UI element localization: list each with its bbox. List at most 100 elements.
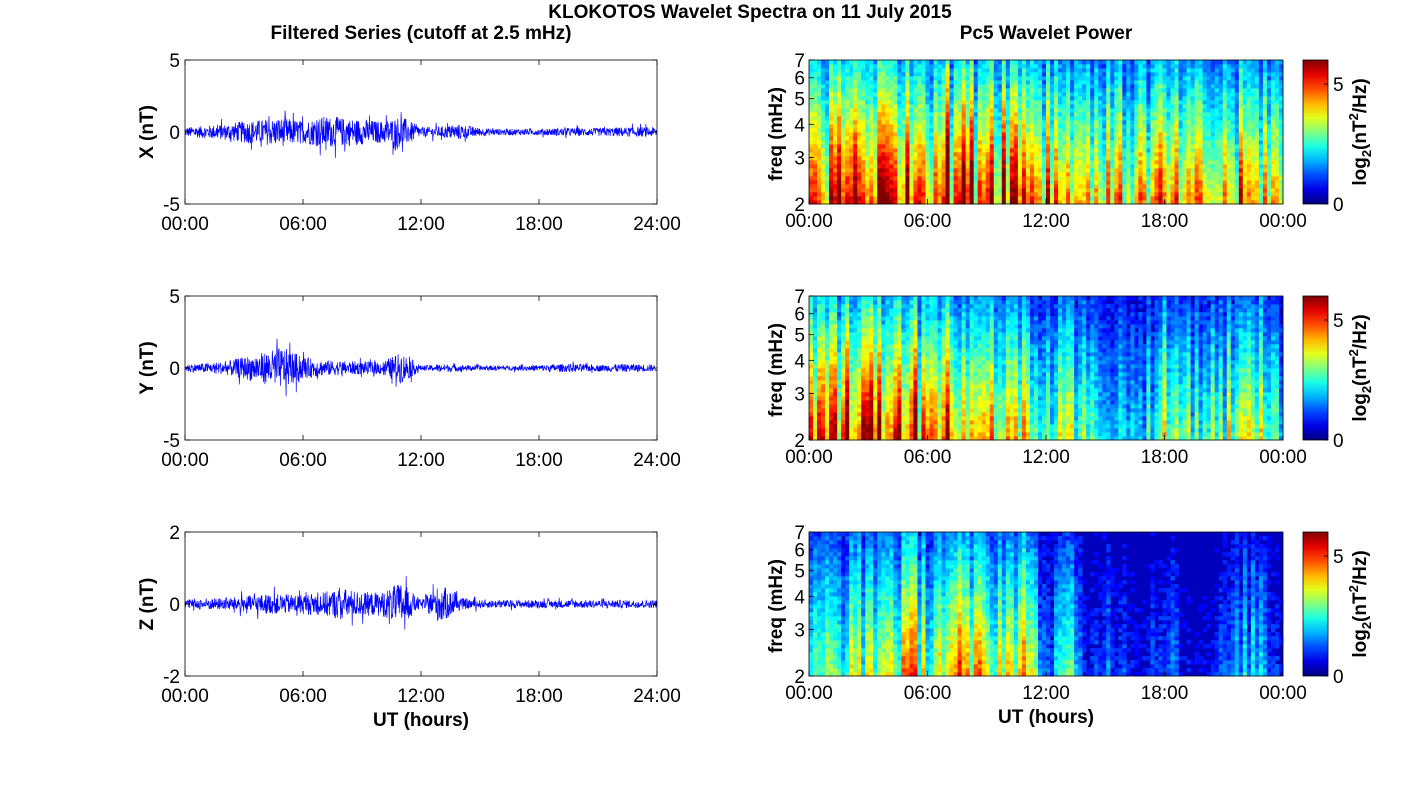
heatmap-cell bbox=[945, 132, 950, 137]
heatmap-cell bbox=[925, 112, 930, 117]
heatmap-cell bbox=[1198, 140, 1204, 145]
heatmap-cell bbox=[1254, 128, 1260, 133]
heatmap-cell bbox=[849, 184, 854, 189]
heatmap-cell bbox=[849, 432, 854, 437]
heatmap-cell bbox=[1190, 192, 1196, 197]
heatmap-cell bbox=[1098, 184, 1103, 189]
heatmap-cell bbox=[1218, 60, 1224, 65]
heatmap-cell bbox=[965, 172, 971, 177]
heatmap-cell bbox=[1126, 112, 1131, 117]
heatmap-cell bbox=[929, 84, 934, 89]
heatmap-cell bbox=[1246, 104, 1252, 109]
heatmap-cell bbox=[913, 112, 918, 117]
heatmap-cell bbox=[933, 124, 938, 129]
heatmap-cell bbox=[937, 196, 942, 201]
heatmap-cell bbox=[1114, 92, 1119, 97]
heatmap-cell bbox=[965, 112, 971, 117]
heatmap-cell bbox=[929, 168, 934, 173]
heatmap-cell bbox=[1110, 188, 1115, 193]
heatmap-cell bbox=[1226, 136, 1232, 141]
heatmap-cell bbox=[1054, 80, 1059, 85]
heatmap-cell bbox=[1226, 196, 1232, 201]
heatmap-cell bbox=[1005, 180, 1011, 185]
heatmap-cell bbox=[885, 132, 890, 137]
heatmap-cell bbox=[1194, 156, 1200, 161]
heatmap-cell bbox=[1033, 172, 1039, 177]
heatmap-cell bbox=[865, 404, 870, 409]
heatmap-cell bbox=[1130, 196, 1135, 201]
heatmap-cell bbox=[949, 84, 955, 89]
heatmap-cell bbox=[1238, 192, 1244, 197]
heatmap-cell bbox=[1186, 144, 1192, 149]
heatmap-cell bbox=[1013, 132, 1019, 137]
heatmap-cell bbox=[1146, 180, 1151, 185]
heatmap-cell bbox=[853, 156, 858, 161]
heatmap-cell bbox=[1270, 116, 1276, 121]
heatmap-cell bbox=[1274, 120, 1280, 125]
heatmap-cell bbox=[1098, 72, 1103, 77]
heatmap-cell bbox=[849, 60, 854, 65]
heatmap-cell bbox=[1202, 76, 1208, 81]
heatmap-cell bbox=[881, 124, 886, 129]
heatmap-cell bbox=[1254, 124, 1260, 129]
heatmap-cell bbox=[937, 152, 942, 157]
heatmap-cell bbox=[821, 424, 826, 429]
heatmap-cell bbox=[1270, 184, 1276, 189]
heatmap-cell bbox=[1266, 184, 1272, 189]
heatmap-cell bbox=[953, 172, 959, 177]
heatmap-cell bbox=[1090, 152, 1095, 157]
heatmap-cell bbox=[1250, 124, 1256, 129]
heatmap-cell bbox=[937, 100, 942, 105]
heatmap-cell bbox=[1118, 104, 1123, 109]
heatmap-cell bbox=[877, 316, 882, 321]
heatmap-cell bbox=[1062, 112, 1067, 117]
heatmap-cell bbox=[1033, 100, 1039, 105]
heatmap-cell bbox=[977, 140, 983, 145]
heatmap-cell bbox=[961, 92, 967, 97]
heatmap-cell bbox=[809, 360, 814, 365]
heatmap-cell bbox=[817, 184, 822, 189]
heatmap-cell bbox=[869, 420, 874, 425]
heatmap-cell bbox=[1098, 136, 1103, 141]
heatmap-cell bbox=[841, 152, 846, 157]
heatmap-cell bbox=[893, 144, 898, 149]
heatmap-cell bbox=[985, 128, 991, 133]
heatmap-cell bbox=[1102, 76, 1107, 81]
heatmap-cell bbox=[861, 432, 866, 437]
heatmap-cell bbox=[1021, 184, 1027, 189]
heatmap-cell bbox=[1258, 148, 1264, 153]
heatmap-cell bbox=[1242, 96, 1248, 101]
heatmap-cell bbox=[1025, 192, 1031, 197]
heatmap-cell bbox=[833, 88, 838, 93]
heatmap-cell bbox=[1126, 72, 1131, 77]
heatmap-cell bbox=[877, 68, 882, 73]
heatmap-cell bbox=[873, 368, 878, 373]
heatmap-cell bbox=[1198, 84, 1204, 89]
heatmap-cell bbox=[1094, 160, 1099, 165]
heatmap-cell bbox=[1114, 96, 1119, 101]
heatmap-cell bbox=[1090, 128, 1095, 133]
heatmap-cell bbox=[1178, 192, 1183, 197]
heatmap-cell bbox=[945, 80, 950, 85]
heatmap-cell bbox=[1186, 156, 1192, 161]
heatmap-cell bbox=[857, 148, 862, 153]
heatmap-cell bbox=[877, 112, 882, 117]
heatmap-cell bbox=[1146, 60, 1151, 65]
heatmap-cell bbox=[921, 76, 926, 81]
heatmap-cell bbox=[981, 76, 987, 81]
heatmap-cell bbox=[1013, 180, 1019, 185]
heatmap-cell bbox=[829, 352, 834, 357]
heatmap-cell bbox=[813, 412, 818, 417]
heatmap-cell bbox=[821, 144, 826, 149]
heatmap-cell bbox=[857, 380, 862, 385]
heatmap-cell bbox=[937, 88, 942, 93]
heatmap-cell bbox=[1210, 188, 1216, 193]
heatmap-cell bbox=[817, 60, 822, 65]
heatmap-cell bbox=[813, 360, 818, 365]
heatmap-cell bbox=[1158, 200, 1163, 205]
heatmap-cell bbox=[829, 72, 834, 77]
heatmap-cell bbox=[973, 72, 979, 77]
heatmap-cell bbox=[1021, 100, 1027, 105]
heatmap-cell bbox=[817, 384, 822, 389]
heatmap-cell bbox=[1190, 128, 1196, 133]
